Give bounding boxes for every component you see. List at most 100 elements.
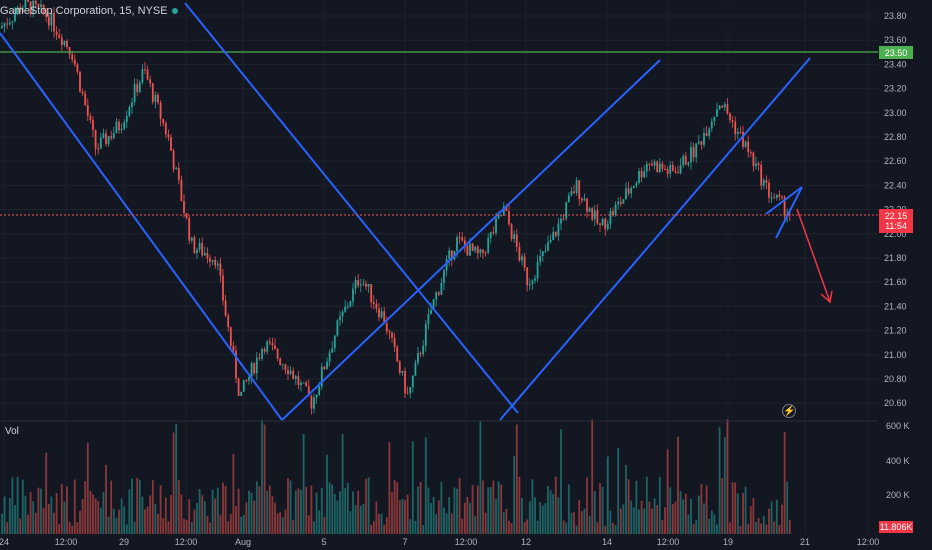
volume-bar: [305, 486, 308, 534]
candle-body: [162, 118, 165, 124]
candle-body: [411, 375, 414, 388]
volume-bar: [284, 509, 287, 534]
candle-body: [567, 195, 570, 203]
volume-bar: [211, 489, 214, 534]
volume-bar: [253, 500, 256, 534]
volume-bar: [788, 519, 791, 534]
svg-text:22.15: 22.15: [885, 211, 908, 221]
trend-lines[interactable]: [0, 2, 811, 421]
candle-body: [92, 119, 94, 130]
volume-bar: [466, 496, 469, 534]
candle-body: [406, 393, 409, 395]
volume-bar: [544, 503, 547, 534]
volume-bar: [765, 524, 768, 534]
candle-body: [773, 197, 776, 199]
candle-body: [115, 121, 118, 133]
candle-body: [492, 232, 495, 234]
volume-bar: [11, 477, 14, 534]
candle-body: [331, 348, 334, 353]
projection-arrow[interactable]: [796, 208, 833, 304]
volume-bar: [404, 500, 406, 534]
candle-body: [661, 163, 664, 169]
candle-body: [32, 0, 35, 15]
market-status-icon: [171, 8, 178, 15]
candle-body: [170, 137, 172, 151]
volume-bar: [593, 491, 596, 534]
candle-body: [177, 167, 180, 181]
symbol-title[interactable]: GameStop Corporation, 15, NYSE: [0, 5, 178, 17]
candle-body: [690, 146, 692, 163]
volume-bar: [682, 499, 685, 534]
volume-bar: [333, 493, 336, 534]
volume-bar: [318, 510, 321, 534]
volume-bar: [567, 484, 570, 534]
volume-bar: [617, 448, 620, 534]
volume-bar: [45, 452, 48, 534]
candle-body: [370, 284, 373, 303]
volume-bar: [63, 501, 66, 534]
candle-body: [736, 131, 739, 134]
candle-body: [656, 161, 659, 172]
candle-body: [203, 253, 206, 256]
volume-bar: [656, 504, 659, 534]
candle-body: [42, 4, 45, 13]
volume-bar: [398, 500, 401, 534]
volume-bar: [591, 419, 594, 534]
candle-body: [232, 345, 235, 351]
volume-bar: [716, 524, 718, 534]
candle-body: [339, 316, 341, 321]
volume-bar: [557, 497, 560, 534]
candle-body: [432, 299, 435, 311]
volume-bar: [125, 524, 128, 534]
volume-bar: [760, 523, 763, 534]
time-tick-label: 12: [521, 537, 531, 547]
time-axis[interactable]: [0, 534, 932, 550]
volume-bar: [565, 522, 568, 534]
candle-body: [276, 348, 279, 359]
volume-bar: [190, 521, 193, 534]
volume-bar: [609, 510, 612, 534]
volume-bar: [47, 503, 50, 534]
lightning-icon[interactable]: ⚡: [782, 404, 796, 418]
volume-bar: [401, 498, 404, 534]
candle-body: [456, 237, 458, 251]
volume-bar: [383, 524, 386, 534]
candle-body: [541, 251, 544, 257]
volume-bar: [105, 464, 107, 534]
volume-bar: [42, 508, 45, 534]
volume-bar: [773, 521, 776, 534]
volume-bar: [183, 518, 185, 534]
candle-body: [73, 59, 76, 65]
candle-body: [271, 343, 274, 346]
candle-body: [669, 165, 672, 174]
volume-bar: [742, 492, 744, 534]
price-tick-label: 22.00: [884, 229, 907, 239]
volume-bar: [227, 521, 230, 534]
candle-body: [229, 327, 232, 346]
volume-bar: [76, 522, 79, 534]
volume-bar: [578, 500, 581, 534]
candle-body: [149, 79, 152, 84]
volume-bar: [68, 521, 71, 534]
candle-body: [674, 170, 677, 173]
volume-bar: [118, 509, 120, 534]
volume-bar: [461, 518, 464, 534]
candle-body: [190, 237, 193, 241]
volume-bar: [328, 482, 331, 534]
candle-body: [6, 23, 9, 25]
volume-bar: [97, 500, 100, 534]
candle-body: [372, 302, 375, 305]
volume-bar: [229, 514, 232, 534]
volume-bar: [391, 492, 393, 534]
candle-body: [534, 278, 536, 281]
volume-bar: [463, 502, 466, 534]
volume-bar: [762, 515, 765, 534]
volume-bar: [627, 479, 630, 534]
svg-text:11:54: 11:54: [885, 221, 907, 231]
candle-body: [526, 267, 529, 286]
candle-body: [775, 194, 778, 198]
price-axis[interactable]: [878, 0, 932, 550]
price-tick-label: 23.20: [884, 84, 907, 94]
volume-bar: [354, 505, 357, 534]
